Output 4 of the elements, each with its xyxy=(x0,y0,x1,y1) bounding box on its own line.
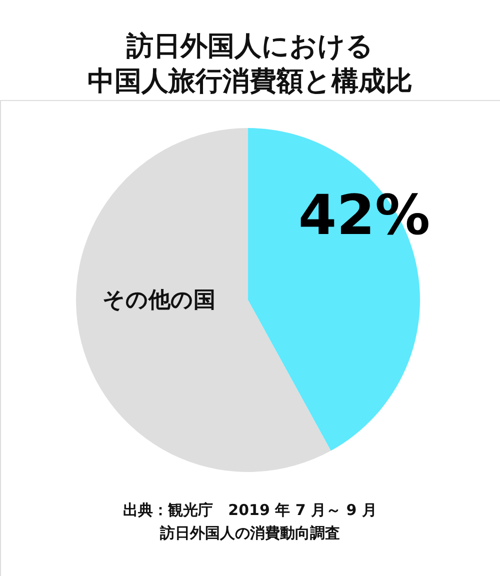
slice-label: その他の国 xyxy=(102,288,216,313)
chart-title: 訪日外国人における中国人旅行消費額と構成比 xyxy=(88,31,412,97)
text: 訪日外国人の消費動向調査 xyxy=(159,524,340,542)
source-note: 出典：観光庁 2019 年 7 月～ 9 月 xyxy=(123,501,377,519)
